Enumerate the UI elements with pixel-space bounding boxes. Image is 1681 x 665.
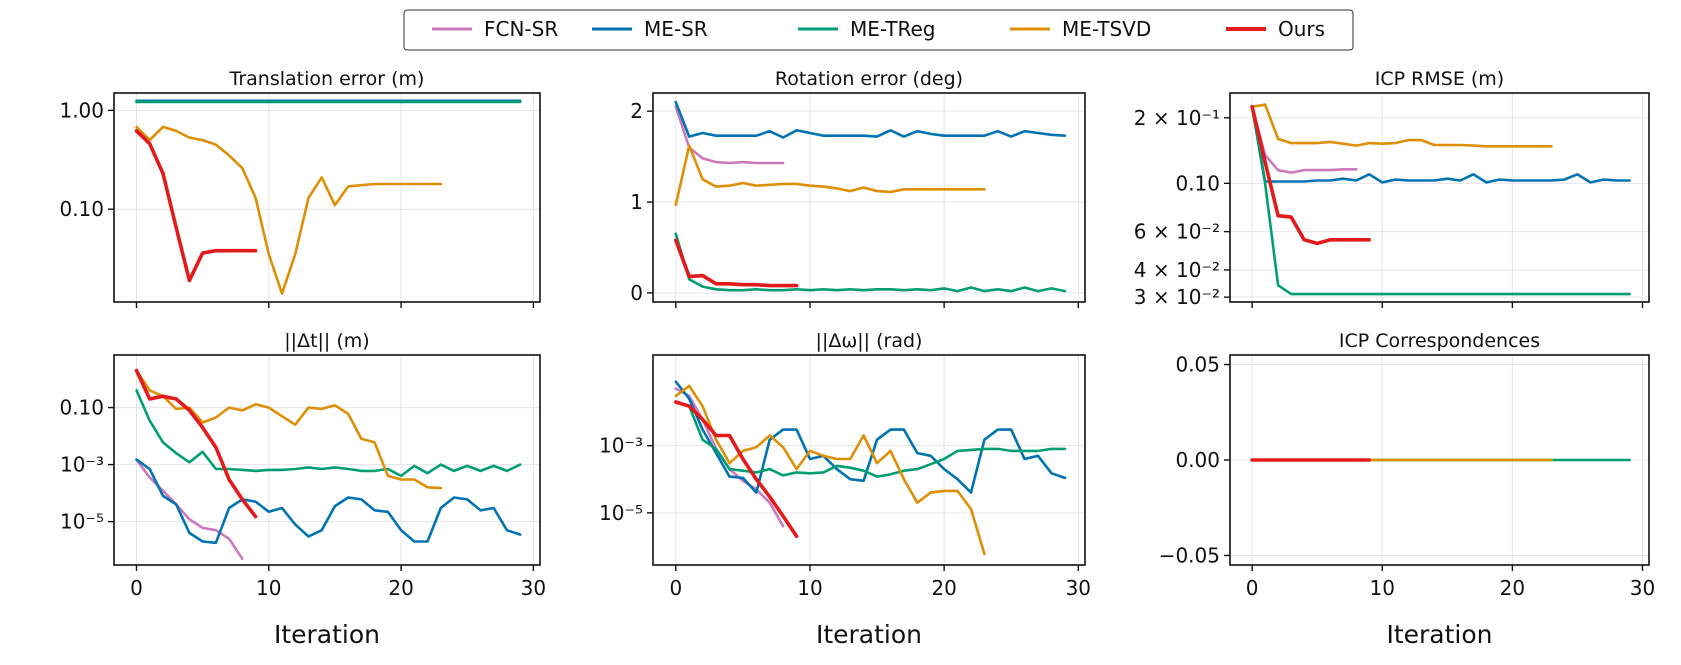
y-tick-label: 0.10 — [59, 396, 104, 420]
series-line-me-tsvd — [674, 384, 986, 556]
y-tick-label: 0 — [630, 281, 643, 305]
y-tick-label: 10⁻⁵ — [599, 501, 643, 525]
legend-box — [403, 9, 1354, 51]
x-tick-label: 30 — [521, 576, 546, 600]
series-line-me-sr — [674, 100, 1067, 139]
series-line-me-sr — [1250, 105, 1631, 184]
subplot: 1.00 0.10 Translation error (m) — [59, 68, 541, 308]
legend: FCN-SR ME-SR ME-TReg ME-TSVD Ours — [403, 9, 1354, 51]
series-line-me-sr — [674, 380, 1067, 494]
x-tick-label: 20 — [1500, 576, 1525, 600]
subplot-title: ICP Correspondences — [1339, 330, 1540, 352]
y-tick-label: −0.05 — [1159, 543, 1220, 567]
x-tick-label: 20 — [388, 576, 413, 600]
legend-label: ME-TReg — [850, 17, 936, 41]
series-line-me-tsvd — [135, 125, 443, 295]
series-line-ours — [673, 238, 799, 288]
subplot-title: ||Δt|| (m) — [284, 330, 369, 352]
y-tick-label: 10⁻³ — [599, 434, 643, 458]
series-line-me-tsvd — [674, 144, 986, 207]
legend-label: ME-TSVD — [1062, 17, 1151, 41]
legend-label: FCN-SR — [484, 17, 558, 41]
subplot-title: Rotation error (deg) — [775, 68, 963, 90]
subplot: 2 × 10⁻¹ 0.10 6 × 10⁻² 4 × 10⁻² 3 × 10⁻² ICP … — [1134, 68, 1650, 309]
subplot-grid: 1.00 0.10 Translation error (m) 0 1 2 Rotation… — [59, 68, 1655, 649]
subplot: 0 1 2 Rotation error (deg) — [630, 68, 1086, 308]
y-tick-label: 0.00 — [1175, 448, 1220, 472]
y-tick-label: 10⁻⁵ — [60, 510, 104, 534]
series-line-fcn-sr — [674, 105, 785, 165]
x-tick-label: 10 — [797, 576, 822, 600]
x-tick-label: 10 — [1370, 576, 1395, 600]
axes-frame — [1229, 92, 1650, 303]
x-tick-label: 0 — [669, 576, 682, 600]
series-line-me-sr — [135, 458, 522, 545]
y-tick-label: 10⁻³ — [60, 453, 104, 477]
subplot-title: ICP RMSE (m) — [1375, 68, 1504, 90]
series-line-ours — [673, 400, 799, 539]
axes-frame — [652, 92, 1086, 303]
legend-label: Ours — [1278, 17, 1325, 41]
series-line-fcn-sr — [1250, 105, 1358, 174]
axes-frame — [113, 354, 541, 566]
y-tick-label: 6 × 10⁻² — [1134, 220, 1220, 244]
series-line-me-tsvd — [1250, 103, 1553, 148]
y-tick-label: 3 × 10⁻² — [1134, 285, 1220, 309]
y-tick-label: 4 × 10⁻² — [1134, 258, 1220, 282]
x-tick-label: 0 — [130, 576, 143, 600]
y-tick-label: 2 × 10⁻¹ — [1134, 106, 1220, 130]
y-tick-label: 1.00 — [59, 98, 104, 122]
x-tick-label: 20 — [931, 576, 956, 600]
y-tick-label: 0.10 — [59, 197, 104, 221]
y-tick-label: 1 — [630, 190, 643, 214]
x-axis-label: Iteration — [1386, 620, 1492, 649]
subplot: 0 10 20 30 0.10 10⁻³ 10⁻⁵ ||Δt|| (m) Iteration — [59, 330, 546, 649]
series-line-ours — [1250, 104, 1371, 246]
series-line-me-treg — [674, 232, 1067, 293]
axes-frame — [652, 354, 1086, 566]
series-line-ours — [134, 129, 258, 283]
subplot-title: Translation error (m) — [229, 68, 425, 90]
x-tick-label: 30 — [1630, 576, 1655, 600]
subplot: 0 10 20 30 10⁻³ 10⁻⁵ ||Δω|| (rad) Iteration — [599, 330, 1091, 649]
x-axis-label: Iteration — [816, 620, 922, 649]
legend-label: ME-SR — [644, 17, 708, 41]
y-tick-label: 0.10 — [1175, 171, 1220, 195]
subplot: 0 10 20 30 0.05 0.00 −0.05 ICP Correspondences I… — [1159, 330, 1656, 649]
series-line-me-treg — [674, 400, 1067, 478]
x-tick-label: 0 — [1246, 576, 1259, 600]
x-tick-label: 30 — [1066, 576, 1091, 600]
series-line-me-treg — [135, 389, 522, 478]
series-line-me-treg — [1250, 105, 1631, 296]
y-tick-label: 2 — [630, 99, 643, 123]
axes-frame — [113, 92, 541, 303]
x-tick-label: 10 — [256, 576, 281, 600]
x-axis-label: Iteration — [274, 620, 380, 649]
y-tick-label: 0.05 — [1175, 353, 1220, 377]
series-line-fcn-sr — [135, 458, 244, 561]
subplot-title: ||Δω|| (rad) — [816, 330, 923, 352]
series-line-ours — [134, 368, 258, 519]
